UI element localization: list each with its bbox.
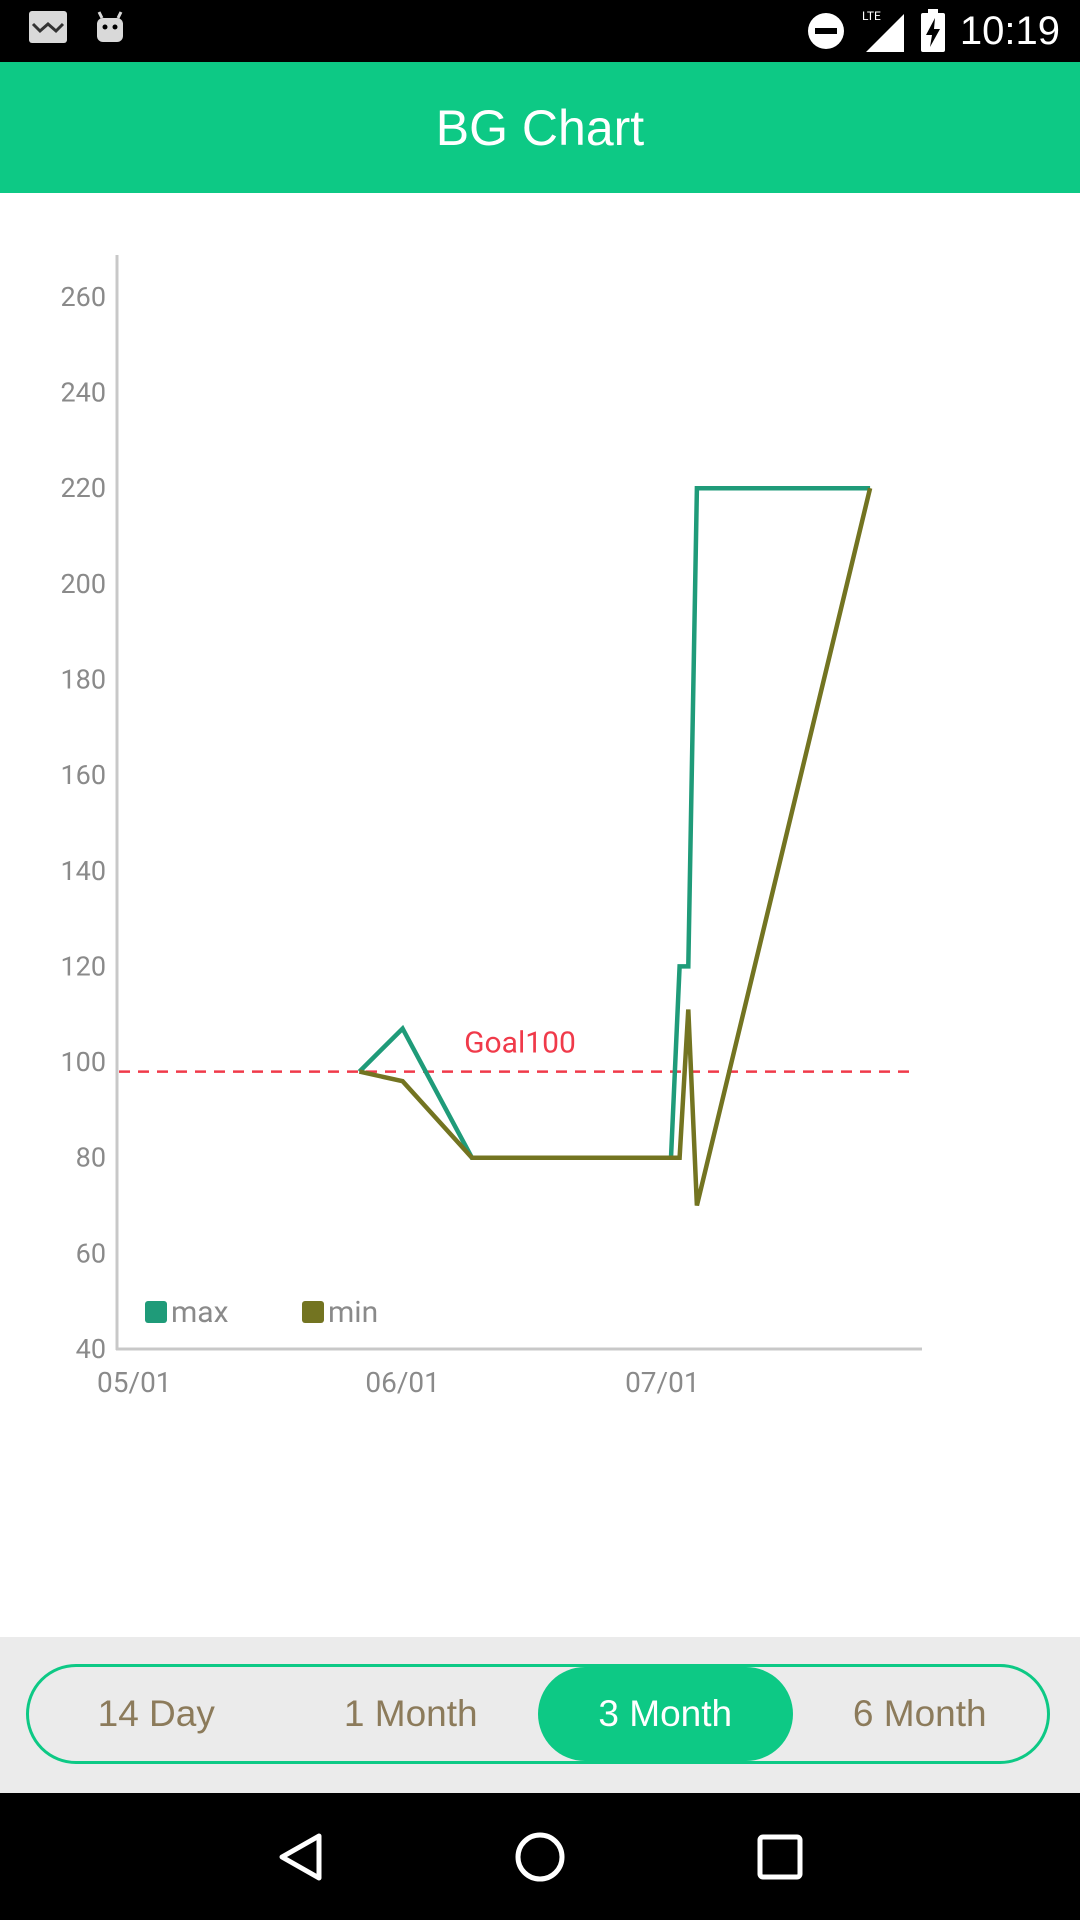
y-tick-label: 200 (60, 568, 106, 600)
android-icon (97, 11, 123, 42)
range-option-1-month[interactable]: 1 Month (343, 1693, 478, 1734)
back-icon (279, 1833, 322, 1880)
status-system: LTE 10:19 (806, 6, 1060, 56)
network-type-label: LTE (862, 9, 881, 23)
series-line-max (357, 485, 871, 1160)
range-option-3-month[interactable]: 3 Month (538, 1667, 793, 1761)
recents-icon (757, 1834, 803, 1879)
x-tick-label: 07/01 (625, 1366, 700, 1399)
recents-button[interactable] (740, 1817, 820, 1897)
y-tick-label: 100 (60, 1046, 106, 1078)
range-option-14-day[interactable]: 14 Day (97, 1693, 215, 1734)
bg-line-chart: 40 60 80 100 120 140 160 180 200 220 240 260 05/01 06… (60, 255, 922, 1399)
signal-icon: LTE (862, 9, 904, 52)
range-selector-bar: 14 Day 1 Month 3 Month 6 Month (0, 1637, 1080, 1793)
x-tick-label: 05/01 (97, 1366, 172, 1399)
dnd-icon (807, 13, 844, 49)
x-tick-label: 06/01 (365, 1366, 440, 1399)
legend-swatch-min (302, 1301, 324, 1323)
y-tick-label: 120 (60, 950, 106, 982)
range-selector: 14 Day 1 Month 3 Month 6 Month (26, 1664, 1050, 1764)
status-notifications (28, 10, 126, 44)
legend-swatch-max (145, 1301, 167, 1323)
home-button[interactable] (500, 1817, 580, 1897)
battery-charging-icon (920, 9, 945, 52)
status-bar: LTE 10:19 (0, 0, 1080, 62)
series-line-min (358, 487, 873, 1207)
y-tick-label: 240 (60, 377, 106, 409)
goal-label: Goal100 (464, 1026, 576, 1061)
y-tick-label: 40 (76, 1333, 106, 1365)
y-tick-label: 180 (60, 663, 106, 695)
y-tick-label: 160 (60, 759, 106, 791)
y-tick-label: 80 (76, 1142, 106, 1174)
page-title: BG Chart (435, 99, 645, 156)
app-bar: BG Chart (0, 62, 1080, 193)
mail-icon (29, 11, 67, 43)
back-button[interactable] (260, 1817, 340, 1897)
y-tick-label: 260 (60, 281, 106, 313)
legend-label-max: max (171, 1295, 229, 1330)
range-option-6-month[interactable]: 6 Month (852, 1693, 987, 1734)
bg-chart: 40 60 80 100 120 140 160 180 200 220 240 260 05/01 06… (0, 193, 1080, 1637)
y-tick-label: 60 (76, 1237, 106, 1269)
nav-bar (0, 1793, 1080, 1920)
home-icon (515, 1832, 565, 1881)
status-time: 10:19 (959, 9, 1060, 53)
legend-label-min: min (328, 1295, 378, 1330)
y-tick-label: 140 (60, 855, 106, 887)
y-tick-label: 220 (60, 472, 106, 504)
